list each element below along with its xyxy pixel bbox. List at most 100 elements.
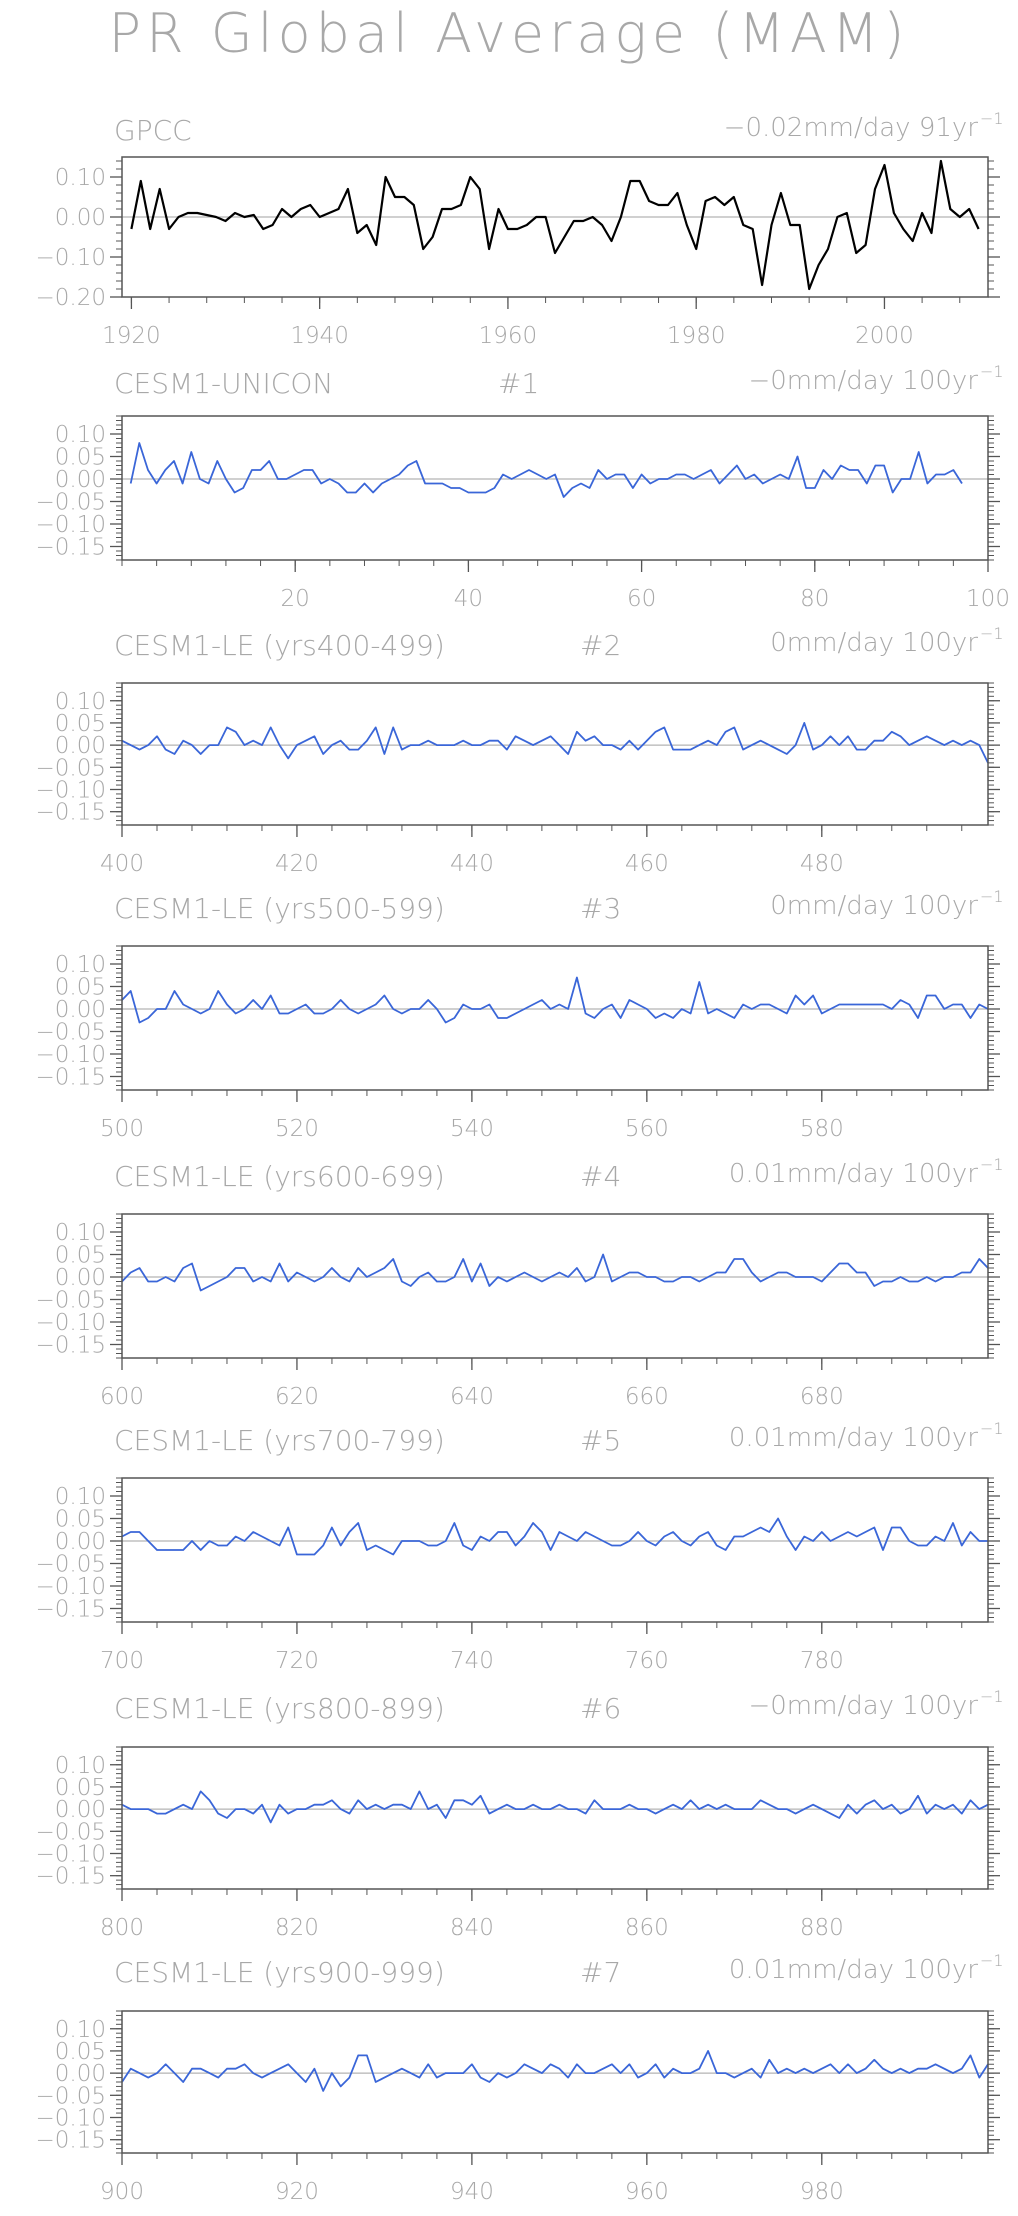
trend-exponent: −1 bbox=[980, 1419, 1004, 1438]
trend-label: −0.02mm/day 91yr bbox=[724, 113, 979, 143]
y-tick-label: 0.05 bbox=[55, 975, 106, 1001]
trend-label: 0.01mm/day 100yr bbox=[729, 1159, 978, 1189]
y-tick-label: −0.05 bbox=[36, 490, 106, 516]
trend-label: 0.01mm/day 100yr bbox=[729, 1955, 978, 1985]
x-tick-label: 60 bbox=[627, 586, 656, 612]
trend-label: 0mm/day 100yr bbox=[770, 628, 978, 658]
panel-name: CESM1-LE (yrs800-899) bbox=[114, 1692, 445, 1725]
y-tick-label: −0.05 bbox=[36, 1552, 106, 1578]
y-tick-label: 0.00 bbox=[55, 467, 106, 493]
y-tick-label: −0.15 bbox=[36, 1065, 106, 1091]
trend-label: 0.01mm/day 100yr bbox=[729, 1423, 978, 1453]
x-tick-label: 560 bbox=[625, 1116, 669, 1142]
x-tick-label: 100 bbox=[966, 586, 1010, 612]
series-line bbox=[121, 1790, 989, 1824]
x-tick-label: 600 bbox=[100, 1384, 144, 1410]
x-tick-label: 940 bbox=[450, 2179, 494, 2205]
y-tick-label: −0.10 bbox=[36, 778, 106, 804]
trend-exponent: −1 bbox=[980, 1687, 1004, 1706]
y-tick-label: 0.00 bbox=[55, 205, 106, 231]
panel-name: CESM1-UNICON bbox=[114, 367, 333, 400]
panel-member: #3 bbox=[580, 892, 621, 925]
plot-frame bbox=[121, 1746, 989, 1890]
x-tick-label: 2000 bbox=[855, 323, 914, 349]
y-tick-label: 0.10 bbox=[55, 1484, 106, 1510]
trend-label: −0mm/day 100yr bbox=[748, 1691, 978, 1721]
x-tick-label: 1940 bbox=[290, 323, 349, 349]
y-tick-label: −0.15 bbox=[36, 1864, 106, 1890]
x-tick-label: 780 bbox=[800, 1648, 844, 1674]
y-tick-label: −0.05 bbox=[36, 1819, 106, 1845]
x-tick-label: 800 bbox=[100, 1915, 144, 1941]
series-line bbox=[130, 159, 980, 291]
y-tick-label: 0.10 bbox=[55, 1220, 106, 1246]
trend-exponent: −1 bbox=[980, 362, 1004, 381]
x-tick-label: 700 bbox=[100, 1648, 144, 1674]
trend-exponent: −1 bbox=[980, 109, 1004, 128]
y-tick-label: 0.05 bbox=[55, 2039, 106, 2065]
y-tick-label: −0.05 bbox=[36, 755, 106, 781]
panel-5: CESM1-LE (yrs600-699) #4 0.01mm/day 100yr −… bbox=[36, 1155, 1004, 1410]
panel-name: CESM1-LE (yrs400-499) bbox=[114, 629, 445, 662]
x-tick-label: 1920 bbox=[102, 323, 161, 349]
panel-name: CESM1-LE (yrs600-699) bbox=[114, 1160, 445, 1193]
x-tick-label: 500 bbox=[100, 1116, 144, 1142]
y-tick-label: 0.10 bbox=[55, 689, 106, 715]
panel-4: CESM1-LE (yrs500-599) #3 0mm/day 100yr −1 0.… bbox=[36, 887, 1004, 1142]
y-tick-label: 0.10 bbox=[55, 422, 106, 448]
x-tick-label: 960 bbox=[625, 2179, 669, 2205]
x-tick-label: 400 bbox=[100, 851, 144, 877]
y-tick-label: 0.05 bbox=[55, 1243, 106, 1269]
x-tick-label: 620 bbox=[275, 1384, 319, 1410]
plot-frame bbox=[121, 682, 989, 826]
x-tick-label: 680 bbox=[800, 1384, 844, 1410]
y-tick-label: 0.00 bbox=[55, 733, 106, 759]
trend-exponent: −1 bbox=[980, 1951, 1004, 1970]
y-tick-label: −0.15 bbox=[36, 1597, 106, 1623]
y-tick-label: −0.15 bbox=[36, 800, 106, 826]
y-tick-label: 0.05 bbox=[55, 1775, 106, 1801]
trend-label: −0mm/day 100yr bbox=[748, 366, 978, 396]
x-tick-label: 1960 bbox=[479, 323, 538, 349]
series-line bbox=[121, 976, 989, 1024]
panel-member: #1 bbox=[498, 367, 539, 400]
x-tick-label: 520 bbox=[275, 1116, 319, 1142]
series-line bbox=[129, 442, 963, 498]
y-tick-label: −0.10 bbox=[36, 1310, 106, 1336]
trend-exponent: −1 bbox=[980, 887, 1004, 906]
x-tick-label: 980 bbox=[800, 2179, 844, 2205]
x-tick-label: 440 bbox=[450, 851, 494, 877]
y-tick-label: 0.00 bbox=[55, 997, 106, 1023]
plot-frame bbox=[121, 415, 989, 561]
x-tick-label: 20 bbox=[281, 586, 310, 612]
x-tick-label: 460 bbox=[625, 851, 669, 877]
panel-name: CESM1-LE (yrs500-599) bbox=[114, 892, 445, 925]
y-tick-label: 0.00 bbox=[55, 1265, 106, 1291]
y-tick-label: 0.10 bbox=[55, 1753, 106, 1779]
x-tick-label: 1980 bbox=[667, 323, 726, 349]
panel-member: #4 bbox=[580, 1160, 621, 1193]
panel-8: CESM1-LE (yrs900-999) #7 0.01mm/day 100yr −… bbox=[36, 1951, 1004, 2205]
panel-member: #6 bbox=[580, 1692, 621, 1725]
plot-frame bbox=[121, 156, 989, 298]
x-tick-label: 840 bbox=[450, 1915, 494, 1941]
page-title: PR Global Average (MAM) bbox=[108, 2, 910, 65]
y-tick-label: 0.10 bbox=[55, 952, 106, 978]
x-tick-label: 80 bbox=[800, 586, 829, 612]
trend-exponent: −1 bbox=[980, 1155, 1004, 1174]
series-line bbox=[121, 1517, 988, 1556]
y-tick-label: −0.10 bbox=[36, 1574, 106, 1600]
x-tick-label: 660 bbox=[625, 1384, 669, 1410]
panel-member: #5 bbox=[580, 1424, 621, 1457]
y-tick-label: −0.15 bbox=[36, 1333, 106, 1359]
y-tick-label: 0.05 bbox=[55, 711, 106, 737]
x-tick-label: 420 bbox=[275, 851, 319, 877]
y-tick-label: −0.10 bbox=[36, 245, 106, 271]
y-tick-label: 0.00 bbox=[55, 2061, 106, 2087]
plot-frame bbox=[121, 2010, 989, 2154]
panel-name: CESM1-LE (yrs900-999) bbox=[114, 1956, 445, 1989]
x-tick-label: 860 bbox=[625, 1915, 669, 1941]
panel-2: CESM1-UNICON #1 −0mm/day 100yr −1 0.100.050.… bbox=[36, 362, 1010, 612]
y-tick-label: −0.15 bbox=[36, 2128, 106, 2154]
